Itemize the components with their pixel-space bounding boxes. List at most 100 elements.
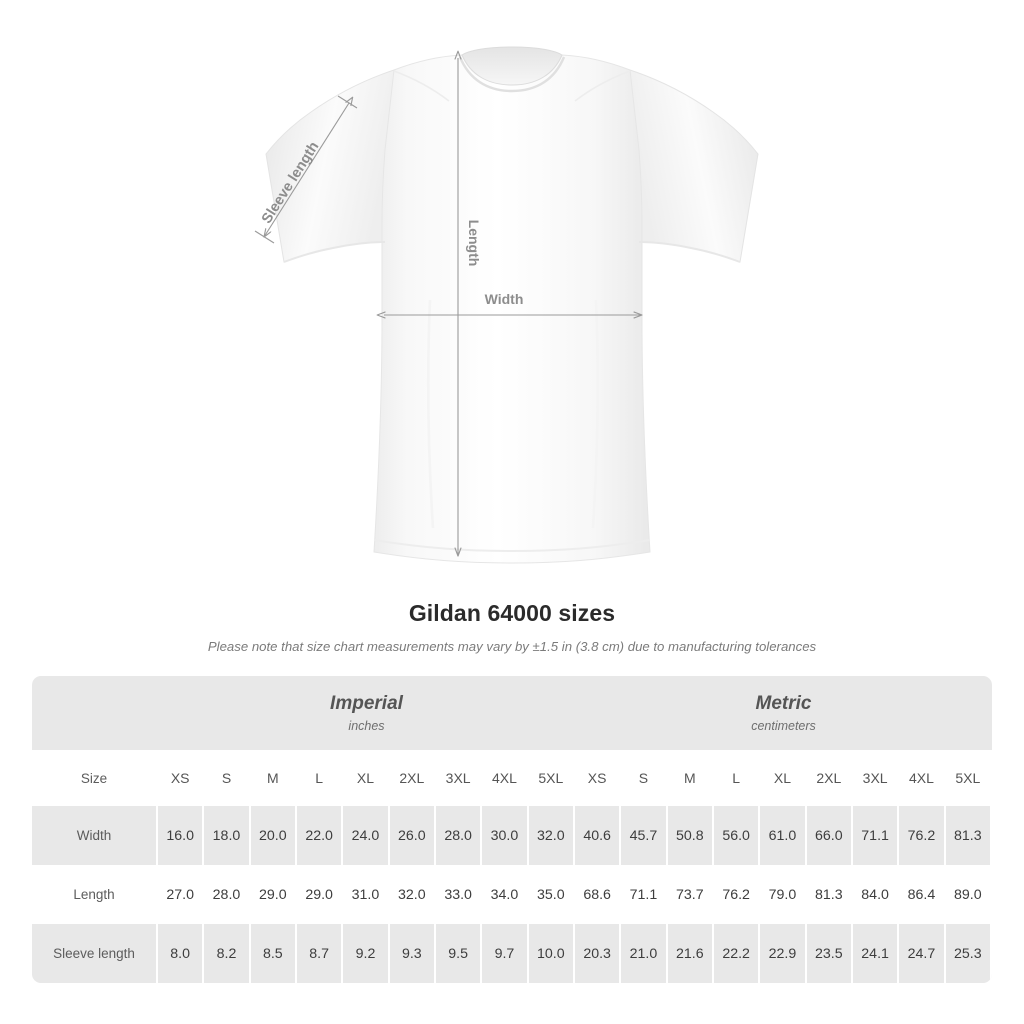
size-header-xl: XL <box>343 750 390 806</box>
cell-width-imperial-l: 22.0 <box>296 806 344 865</box>
size-header-5xl: 5XL <box>528 750 575 806</box>
right-sleeve-hem <box>638 241 741 263</box>
cell-length-metric-5xl: 89.0 <box>945 865 992 924</box>
tshirt-diagram: Sleeve length Length Width <box>254 46 759 564</box>
table-row: Sleeve length 8.0 8.2 8.5 8.7 9.2 9.3 9.5 9.7 10.… <box>32 924 992 983</box>
cell-sleeve-length-imperial-3xl: 9.5 <box>435 924 483 983</box>
cell-length-imperial-s: 28.0 <box>204 865 251 924</box>
cell-length-metric-xs: 68.6 <box>574 865 622 924</box>
cell-length-imperial-2xl: 32.0 <box>389 865 436 924</box>
tolerance-note: Please note that size chart measurements… <box>207 639 817 654</box>
shirt-body <box>373 54 651 564</box>
bottom-hem <box>373 539 651 553</box>
size-header-m: M <box>250 750 297 806</box>
cell-width-imperial-4xl: 30.0 <box>482 806 529 865</box>
cell-sleeve-length-metric-xs: 20.3 <box>574 924 622 983</box>
length-label: Length <box>466 220 482 267</box>
cell-sleeve-length-imperial-5xl: 10.0 <box>528 924 575 983</box>
cell-width-metric-5xl: 81.3 <box>945 806 992 865</box>
cell-width-imperial-s: 18.0 <box>204 806 251 865</box>
table-row: Width 16.0 18.0 20.0 22.0 24.0 26.0 28.0 30.0 32.… <box>32 806 992 865</box>
cell-sleeve-length-imperial-s: 8.2 <box>204 924 251 983</box>
cell-length-imperial-xs: 27.0 <box>158 865 205 924</box>
sleeve-length-cap-top <box>337 95 358 109</box>
cell-length-imperial-m: 29.0 <box>250 865 297 924</box>
unit-group-name: Imperial <box>330 692 403 714</box>
unit-group-imperial: Imperial inches <box>158 676 575 750</box>
cell-width-metric-4xl: 76.2 <box>899 806 946 865</box>
size-header-row: Size XS S M L XL 2XL 3XL 4XL 5XL XS S M L XL 2XL 3XL 4XL 5… <box>32 750 992 806</box>
size-header-l: L <box>713 750 761 806</box>
unit-group-header-row: Imperial inches Metric centimeters <box>32 676 992 750</box>
width-label: Width <box>485 291 524 307</box>
cell-sleeve-length-metric-s: 21.0 <box>621 924 668 983</box>
collar-inner-line <box>458 56 566 93</box>
fold-right <box>591 299 599 529</box>
unit-group-metric: Metric centimeters <box>574 676 992 750</box>
left-sleeve-hem <box>283 241 386 263</box>
cell-length-metric-s: 71.1 <box>621 865 668 924</box>
size-header-4xl: 4XL <box>899 750 946 806</box>
size-header-m: M <box>667 750 714 806</box>
table-row: Length 27.0 28.0 29.0 29.0 31.0 32.0 33.0 34.0 35… <box>32 865 992 924</box>
size-header-s: S <box>204 750 251 806</box>
unit-header-spacer <box>32 676 158 750</box>
collar <box>461 46 563 86</box>
cell-sleeve-length-imperial-l: 8.7 <box>296 924 344 983</box>
cell-sleeve-length-metric-5xl: 25.3 <box>945 924 992 983</box>
size-header-3xl: 3XL <box>852 750 900 806</box>
cell-width-imperial-5xl: 32.0 <box>528 806 575 865</box>
right-sleeve <box>629 69 759 263</box>
cell-length-metric-2xl: 81.3 <box>806 865 853 924</box>
cell-sleeve-length-metric-4xl: 24.7 <box>899 924 946 983</box>
size-header-2xl: 2XL <box>389 750 436 806</box>
cell-sleeve-length-metric-xl: 22.9 <box>760 924 807 983</box>
cell-width-imperial-xs: 16.0 <box>158 806 205 865</box>
size-header-4xl: 4XL <box>482 750 529 806</box>
cell-width-imperial-3xl: 28.0 <box>435 806 483 865</box>
left-shoulder-seam <box>393 70 450 102</box>
cell-width-metric-2xl: 66.0 <box>806 806 853 865</box>
size-header-2xl: 2XL <box>806 750 853 806</box>
cell-width-imperial-m: 20.0 <box>250 806 297 865</box>
tshirt-garment <box>265 46 759 564</box>
cell-length-imperial-5xl: 35.0 <box>528 865 575 924</box>
right-shoulder-seam <box>574 70 631 102</box>
sleeve-length-cap-bottom <box>254 230 275 244</box>
size-header-xs: XS <box>158 750 205 806</box>
cell-width-imperial-xl: 24.0 <box>343 806 390 865</box>
unit-group-name: Metric <box>755 692 812 714</box>
cell-width-metric-3xl: 71.1 <box>852 806 900 865</box>
cell-sleeve-length-imperial-4xl: 9.7 <box>482 924 529 983</box>
size-chart-table-wrapper: Imperial inches Metric centimeters Size XS S M L… <box>32 676 992 983</box>
row-label-length: Length <box>32 865 158 924</box>
cell-width-metric-m: 50.8 <box>667 806 714 865</box>
unit-group-subtitle: inches <box>348 718 385 733</box>
cell-sleeve-length-metric-2xl: 23.5 <box>806 924 853 983</box>
cell-sleeve-length-metric-3xl: 24.1 <box>852 924 900 983</box>
sleeve-length-arrow <box>264 103 349 237</box>
cell-length-imperial-3xl: 33.0 <box>435 865 483 924</box>
cell-length-metric-3xl: 84.0 <box>852 865 900 924</box>
page-title: Gildan 64000 sizes <box>408 600 616 626</box>
dimension-annotations <box>254 58 642 556</box>
size-row-label: Size <box>32 750 158 806</box>
cell-width-metric-xs: 40.6 <box>574 806 622 865</box>
cell-length-imperial-xl: 31.0 <box>343 865 390 924</box>
size-header-3xl: 3XL <box>435 750 483 806</box>
cell-sleeve-length-metric-l: 22.2 <box>713 924 761 983</box>
cell-sleeve-length-imperial-xl: 9.2 <box>343 924 390 983</box>
cell-length-metric-m: 73.7 <box>667 865 714 924</box>
cell-length-imperial-4xl: 34.0 <box>482 865 529 924</box>
cell-width-metric-s: 45.7 <box>621 806 668 865</box>
cell-sleeve-length-imperial-2xl: 9.3 <box>389 924 436 983</box>
cell-length-metric-l: 76.2 <box>713 865 761 924</box>
fold-left <box>427 299 435 529</box>
size-header-xs: XS <box>574 750 622 806</box>
cell-length-metric-xl: 79.0 <box>760 865 807 924</box>
size-header-s: S <box>621 750 668 806</box>
cell-sleeve-length-imperial-m: 8.5 <box>250 924 297 983</box>
left-sleeve <box>265 69 395 263</box>
cell-length-imperial-l: 29.0 <box>296 865 344 924</box>
row-label-sleeve-length: Sleeve length <box>32 924 158 983</box>
